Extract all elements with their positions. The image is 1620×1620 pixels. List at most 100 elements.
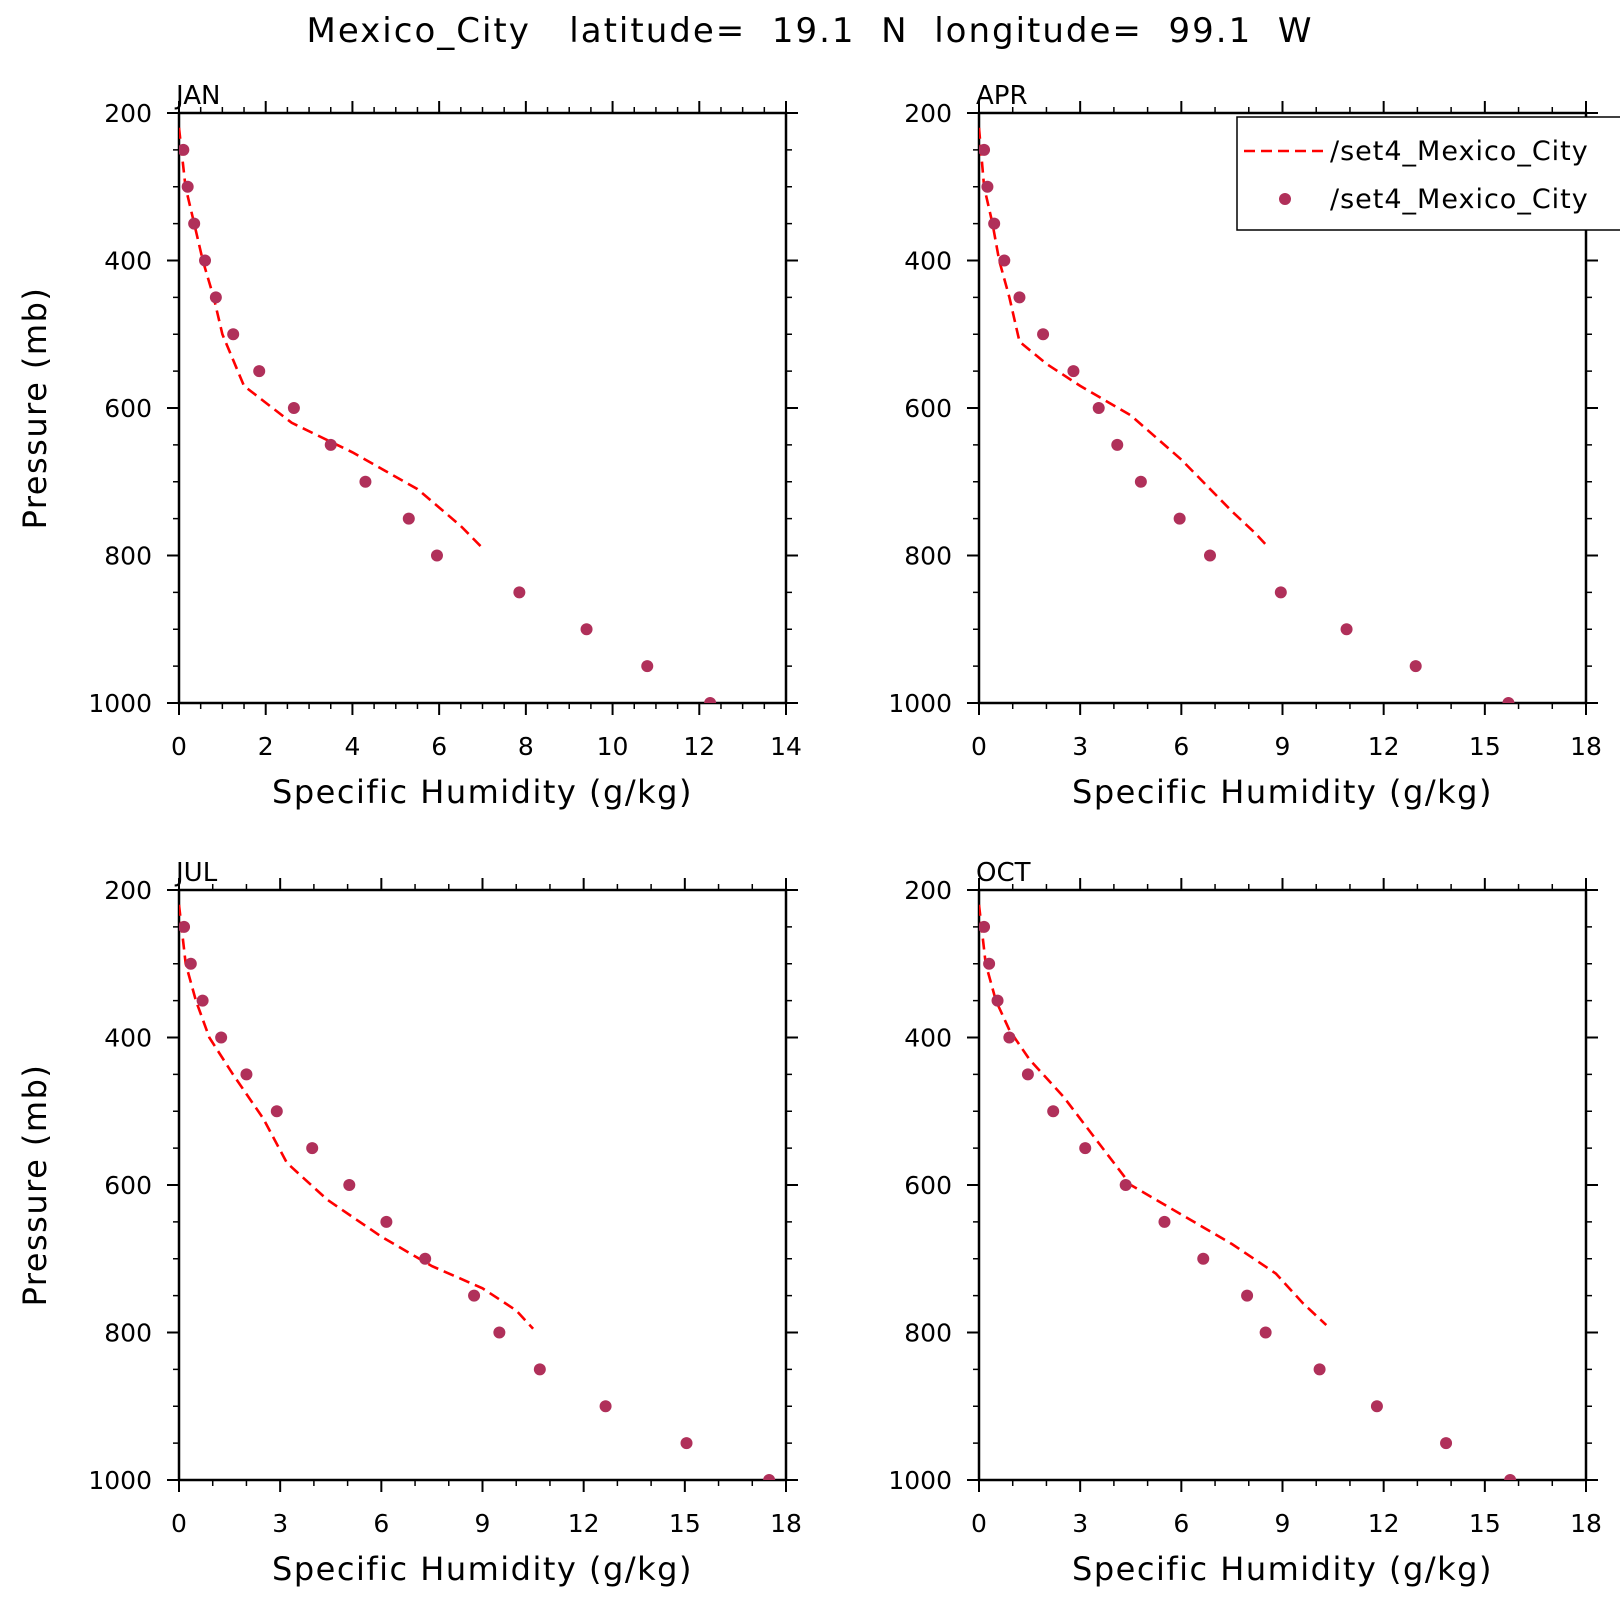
y-tick-label: 600 (104, 394, 152, 423)
observation-point (599, 1400, 612, 1413)
observation-point (1274, 586, 1287, 599)
panel-apr: APR 0 3 6 9 12 15 18 200 400 600 800 1000 Specific Hu… (888, 81, 1620, 811)
observation-point (533, 1363, 546, 1376)
figure-title: Mexico_City latitude= 19.1 N longitude= … (307, 11, 1314, 51)
x-tick-label: 2 (258, 732, 274, 761)
observation-point (179, 920, 191, 933)
x-tick-label: 6 (1173, 732, 1189, 761)
observation-point (1013, 291, 1026, 304)
observation-point (580, 623, 593, 636)
observation-point (343, 1179, 356, 1191)
x-tick-label: 12 (1368, 732, 1400, 761)
y-tick-label: 1000 (888, 689, 952, 718)
observation-point (324, 438, 337, 451)
x-tick-label: 3 (1072, 732, 1088, 761)
observation-point (981, 180, 994, 193)
x-tick-label: 9 (1275, 1509, 1291, 1538)
panel-label: APR (976, 81, 1028, 111)
observation-point (253, 365, 266, 378)
observation-point (1003, 1031, 1016, 1044)
x-tick-label: 15 (669, 1509, 701, 1538)
observation-point (1370, 1400, 1383, 1413)
model-profile-line (179, 127, 484, 550)
x-axis-label: Specific Humidity (g/kg) (1072, 1550, 1493, 1588)
panel-label: JAN (174, 81, 220, 111)
x-tick-label: 18 (770, 1509, 802, 1538)
observation-point (287, 402, 300, 414)
observation-point (1134, 475, 1147, 488)
observation-point (215, 1031, 228, 1044)
x-tick-label: 6 (1173, 1509, 1189, 1538)
observation-point (680, 1437, 693, 1450)
x-tick-label: 6 (373, 1509, 389, 1538)
observation-point (1259, 1326, 1272, 1339)
x-tick-label: 18 (1570, 732, 1602, 761)
legend-marker-swatch (1279, 193, 1291, 205)
y-axis-label: Pressure (mb) (16, 1064, 54, 1307)
x-tick-label: 12 (683, 732, 715, 761)
observation-point (998, 254, 1011, 267)
observation-point (1340, 623, 1353, 636)
y-tick-label: 600 (104, 1171, 152, 1200)
x-tick-label: 0 (171, 1509, 187, 1538)
x-tick-label: 0 (971, 1509, 987, 1538)
observation-point (1241, 1289, 1254, 1302)
y-tick-label: 800 (104, 542, 152, 571)
observation-point (1173, 512, 1186, 525)
panel-label: OCT (976, 858, 1031, 888)
observation-point (430, 549, 443, 562)
x-tick-label: 14 (770, 732, 802, 761)
observation-point (1037, 328, 1050, 341)
y-tick-label: 200 (104, 99, 152, 128)
y-tick-label: 800 (104, 1319, 152, 1348)
observation-point (1504, 1474, 1517, 1480)
y-tick-label: 600 (904, 1171, 952, 1200)
panel-label: JUL (174, 858, 218, 888)
x-tick-label: 0 (971, 732, 987, 761)
observation-point (181, 180, 194, 193)
plot-frame (177, 888, 788, 1482)
observation-point (1067, 365, 1080, 378)
observation-point (227, 328, 240, 341)
observation-point (209, 291, 222, 304)
observation-point (380, 1215, 393, 1228)
y-tick-label: 400 (104, 247, 152, 276)
x-tick-label: 8 (518, 732, 534, 761)
observation-point (1203, 549, 1216, 562)
observation-point (188, 217, 201, 230)
plot-frame (177, 111, 788, 705)
x-tick-label: 10 (597, 732, 629, 761)
observation-point (270, 1105, 283, 1118)
observation-point (513, 586, 526, 599)
x-axis-label: Specific Humidity (g/kg) (1072, 773, 1493, 811)
y-tick-label: 200 (104, 876, 152, 905)
data-layer (979, 904, 1517, 1480)
observation-point (1111, 438, 1124, 451)
y-tick-label: 400 (104, 1024, 152, 1053)
observation-point (1409, 660, 1422, 673)
x-tick-label: 0 (171, 732, 187, 761)
observation-point (1047, 1105, 1060, 1118)
x-tick-label: 12 (1368, 1509, 1400, 1538)
x-tick-label: 3 (272, 1509, 288, 1538)
y-tick-label: 1000 (88, 1466, 152, 1495)
observation-point (179, 143, 190, 156)
observation-point (641, 660, 654, 673)
y-tick-label: 1000 (888, 1466, 952, 1495)
x-tick-label: 12 (568, 1509, 600, 1538)
observation-point (468, 1289, 481, 1302)
observation-point (196, 994, 209, 1007)
x-tick-label: 9 (1275, 732, 1291, 761)
observation-point (1158, 1215, 1171, 1228)
x-tick-label: 15 (1469, 732, 1501, 761)
observation-point (306, 1142, 319, 1155)
x-tick-label: 4 (344, 732, 360, 761)
x-tick-label: 18 (1570, 1509, 1602, 1538)
y-tick-label: 800 (904, 1319, 952, 1348)
x-axis-label: Specific Humidity (g/kg) (272, 773, 693, 811)
plot-frame (977, 888, 1588, 1482)
x-tick-label: 6 (431, 732, 447, 761)
observation-point (419, 1252, 432, 1265)
